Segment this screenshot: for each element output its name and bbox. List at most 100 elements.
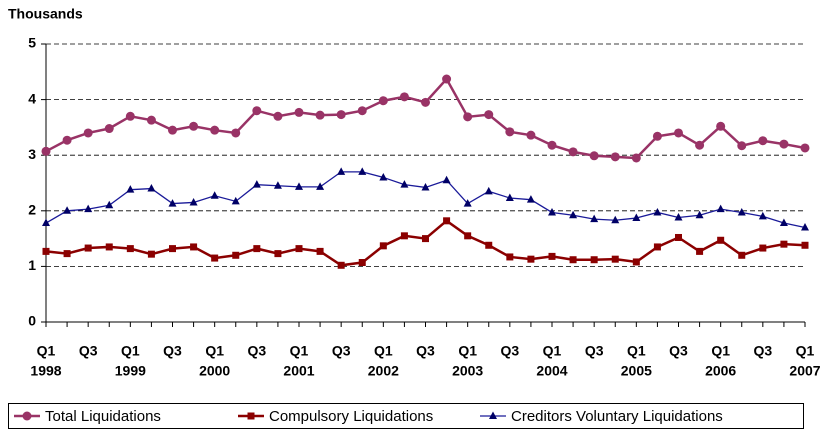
point	[399, 92, 409, 102]
x-tick-label: Q1	[374, 343, 393, 359]
point	[147, 250, 155, 258]
y-axis-label: Thousands	[8, 6, 83, 22]
x-tick-label: Q1	[290, 343, 309, 359]
x-tick-label: Q3	[500, 343, 519, 359]
point	[548, 252, 556, 260]
point	[41, 146, 51, 156]
point	[695, 140, 705, 150]
y-tick-label: 0	[28, 313, 36, 329]
point	[316, 247, 324, 255]
point	[632, 213, 641, 222]
y-tick-label: 1	[28, 257, 36, 273]
point	[315, 110, 325, 120]
point	[568, 147, 578, 157]
point	[463, 112, 473, 122]
point	[211, 254, 219, 262]
point	[231, 196, 240, 205]
point	[232, 251, 240, 259]
point	[442, 74, 452, 84]
point	[526, 130, 536, 140]
point	[231, 128, 241, 138]
series-line	[45, 76, 806, 160]
x-tick-year: 2000	[199, 363, 230, 379]
point	[484, 110, 494, 120]
point	[147, 184, 156, 192]
point	[83, 128, 93, 138]
point	[105, 243, 113, 251]
point	[716, 121, 726, 131]
point	[442, 175, 451, 184]
point	[379, 242, 387, 250]
point	[548, 207, 556, 216]
series-line	[45, 219, 806, 267]
point	[569, 210, 578, 219]
point	[337, 167, 346, 175]
legend-marker	[22, 411, 32, 421]
point	[105, 200, 114, 209]
point	[357, 106, 367, 116]
point	[358, 167, 367, 175]
point	[168, 199, 177, 207]
point	[675, 233, 682, 241]
point	[125, 111, 135, 121]
y-tick-label: 2	[28, 202, 36, 218]
x-tick-label: Q3	[753, 343, 772, 359]
legend-marker	[247, 412, 255, 420]
point	[42, 218, 50, 227]
point	[84, 244, 92, 252]
point	[189, 121, 199, 131]
point	[674, 128, 683, 138]
point	[443, 217, 451, 225]
point	[801, 241, 809, 249]
x-tick-year: 1998	[30, 363, 61, 379]
x-tick-year: 2004	[536, 363, 567, 379]
point	[611, 255, 619, 263]
point	[189, 197, 198, 206]
point	[737, 141, 747, 151]
point	[337, 261, 345, 269]
point	[463, 199, 472, 207]
legend-marker	[489, 411, 497, 419]
x-tick-label: Q1	[627, 343, 646, 359]
point	[378, 96, 388, 106]
point	[421, 97, 430, 107]
point	[653, 207, 662, 216]
point	[631, 153, 641, 163]
point	[758, 136, 768, 146]
point	[738, 251, 746, 259]
point	[295, 245, 303, 253]
x-tick-year: 2003	[452, 363, 483, 379]
point	[653, 243, 661, 251]
point	[589, 151, 599, 161]
legend-label: Creditors Voluntary Liquidations	[511, 408, 723, 425]
x-tick-year: 2006	[705, 363, 736, 379]
x-tick-label: Q1	[458, 343, 477, 359]
x-tick-year: 1999	[115, 363, 146, 379]
point	[527, 255, 535, 263]
point	[695, 210, 704, 219]
point	[169, 245, 176, 253]
x-tick-label: Q1	[37, 343, 56, 359]
point	[506, 253, 514, 261]
x-tick-year: 2002	[368, 363, 399, 379]
point	[716, 204, 725, 213]
point	[611, 215, 620, 224]
point	[505, 127, 515, 137]
point	[210, 191, 219, 199]
x-tick-year: 2007	[789, 363, 820, 379]
x-tick-label: Q1	[205, 343, 224, 359]
point	[316, 182, 325, 190]
x-tick-label: Q3	[416, 343, 435, 359]
point	[485, 241, 493, 249]
point	[759, 244, 767, 252]
point	[801, 222, 809, 231]
x-tick-label: Q3	[585, 343, 604, 359]
point	[253, 245, 261, 253]
point	[421, 182, 430, 191]
x-tick-label: Q3	[79, 343, 98, 359]
point	[273, 181, 282, 189]
y-tick-label: 4	[28, 90, 36, 106]
point	[674, 212, 683, 221]
point	[632, 258, 640, 266]
